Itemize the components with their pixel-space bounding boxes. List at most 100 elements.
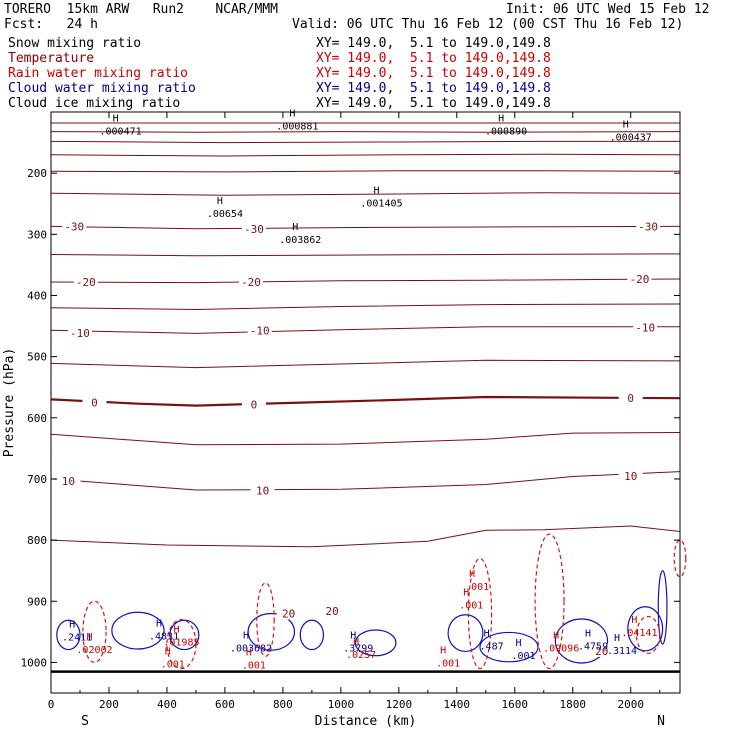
maximum-value-label: .000881 bbox=[276, 121, 318, 132]
maximum-value-label: .01985 bbox=[163, 638, 199, 649]
isotherm--50 bbox=[50, 140, 680, 144]
maximum-value-label: .001 bbox=[459, 600, 483, 611]
isotherm-10 bbox=[50, 471, 681, 491]
isotherm-label: -30 bbox=[638, 220, 658, 233]
maximum-value-label: .4831 bbox=[149, 632, 179, 643]
y-tick-label: 600 bbox=[27, 412, 47, 425]
isotherm-label-bg bbox=[276, 606, 301, 620]
x-tick-label: 400 bbox=[157, 698, 177, 711]
x-tick-label: 800 bbox=[273, 698, 293, 711]
x-tick-label: 1000 bbox=[328, 698, 355, 711]
contour-labels-layer: -30 -30 -30 -20 -20 -20 -10 -10 -10 0 0 0 10 10 10 20 20… bbox=[56, 108, 661, 671]
isotherm--25 bbox=[50, 253, 681, 257]
maximum-marker: H bbox=[515, 638, 521, 649]
legend-snow: Snow mixing ratio bbox=[8, 36, 142, 51]
rain-water-contour bbox=[166, 619, 197, 670]
maximum-marker: H bbox=[373, 186, 379, 197]
legend-cloud-ice: Cloud ice mixing ratio bbox=[8, 96, 181, 111]
maximum-value-label: .001 bbox=[161, 660, 185, 671]
isotherm-label: 0 bbox=[627, 392, 634, 405]
isotherm-label-bg bbox=[241, 221, 266, 235]
cloud-water-contour bbox=[56, 619, 81, 651]
y-tick-label: 500 bbox=[27, 351, 47, 364]
maximum-value-label: .4759 bbox=[578, 641, 608, 652]
isotherm-label: 10 bbox=[624, 470, 637, 483]
rain-water-contour bbox=[635, 615, 661, 654]
maximum-value-label: .000471 bbox=[99, 126, 141, 137]
maximum-marker: H bbox=[113, 113, 119, 124]
isotherm-label: -20 bbox=[241, 276, 261, 289]
maximum-marker: H bbox=[289, 108, 295, 119]
legend-snow-xy: XY= 149.0, 5.1 to 149.0,149.8 bbox=[316, 36, 551, 51]
isotherm-15 bbox=[50, 525, 681, 548]
x-tick-label: 0 bbox=[48, 698, 55, 711]
maximum-marker: H bbox=[498, 113, 504, 124]
isotherm-label: 0 bbox=[251, 398, 258, 411]
maximum-marker: H bbox=[69, 620, 75, 631]
isotherm--5 bbox=[50, 359, 681, 369]
maximum-value-label: .00654 bbox=[207, 209, 243, 220]
y-tick-label: 800 bbox=[27, 534, 47, 547]
maximum-marker: H bbox=[243, 631, 249, 642]
isotherm-label-bg bbox=[56, 473, 81, 487]
model-title: TORERO 15km ARW Run2 NCAR/MMM bbox=[4, 2, 278, 17]
y-tick-label: 1000 bbox=[21, 656, 48, 669]
x-axis-label: Distance (km) bbox=[315, 714, 417, 729]
y-axis-label: Pressure (hPa) bbox=[2, 348, 17, 458]
isotherm-label-bg bbox=[73, 275, 98, 289]
isotherm-label-bg bbox=[239, 275, 264, 289]
maximum-marker: H bbox=[469, 569, 475, 580]
isotherm-label-bg bbox=[627, 271, 652, 285]
x-tick-label: 1800 bbox=[560, 698, 587, 711]
maximum-value-label: .001405 bbox=[360, 199, 402, 210]
isotherm-label: 20 bbox=[595, 645, 608, 658]
cloud-water-contour bbox=[447, 614, 484, 653]
isotherm-5 bbox=[50, 432, 681, 446]
x-tick-label: 1400 bbox=[444, 698, 471, 711]
isotherm-label-bg bbox=[62, 219, 87, 233]
isotherm--35 bbox=[50, 192, 681, 196]
rain-water-contour bbox=[256, 582, 275, 657]
isotherm-label: 10 bbox=[256, 485, 269, 498]
isotherm-label-bg bbox=[589, 643, 614, 657]
cloud-water-contour bbox=[111, 611, 165, 650]
rain-water-contour bbox=[82, 600, 107, 664]
maximum-value-label: .000437 bbox=[610, 132, 652, 143]
legend-cloud-ice-xy: XY= 149.0, 5.1 to 149.0,149.8 bbox=[316, 96, 551, 111]
isotherm-label: -10 bbox=[635, 321, 655, 334]
maximum-marker: H bbox=[614, 633, 620, 644]
maximum-marker: H bbox=[246, 647, 252, 658]
isotherm--20 bbox=[50, 278, 681, 284]
isotherm-label: 20 bbox=[282, 607, 295, 620]
maximum-value-label: .0257 bbox=[346, 650, 376, 661]
isotherm-label-bg bbox=[67, 325, 92, 339]
isotherm-label: -10 bbox=[250, 324, 270, 337]
isotherm-label-bg bbox=[633, 320, 658, 334]
cloud-water-contour bbox=[247, 612, 296, 651]
cloud-water-contour bbox=[354, 629, 397, 657]
y-tick-label: 200 bbox=[27, 167, 47, 180]
isotherm-label-bg bbox=[618, 391, 643, 405]
isotherm--30 bbox=[50, 225, 681, 230]
legend-temperature: Temperature bbox=[8, 51, 95, 66]
x-tick-label: 200 bbox=[99, 698, 119, 711]
cloud-water-contour bbox=[169, 619, 200, 651]
maximum-value-label: .02002 bbox=[76, 645, 112, 656]
maximum-marker: H bbox=[292, 222, 298, 233]
y-tick-label: 400 bbox=[27, 289, 47, 302]
cloud-water-contour bbox=[479, 631, 539, 663]
maximum-marker: H bbox=[350, 631, 356, 642]
legend-cloud-water-xy: XY= 149.0, 5.1 to 149.0,149.8 bbox=[316, 81, 551, 96]
maximum-value-label: .2411 bbox=[62, 633, 92, 644]
maximum-marker: H bbox=[217, 196, 223, 207]
maximum-value-label: .3114 bbox=[607, 646, 637, 657]
isotherm-label-bg bbox=[636, 219, 661, 233]
moisture-contours-layer bbox=[56, 533, 687, 670]
legend-rain: Rain water mixing ratio bbox=[8, 66, 189, 81]
maximum-value-label: .003682 bbox=[230, 644, 272, 655]
isotherms-layer bbox=[50, 122, 681, 673]
maximum-marker: H bbox=[165, 647, 171, 658]
maximum-value-label: .001 bbox=[465, 582, 489, 593]
